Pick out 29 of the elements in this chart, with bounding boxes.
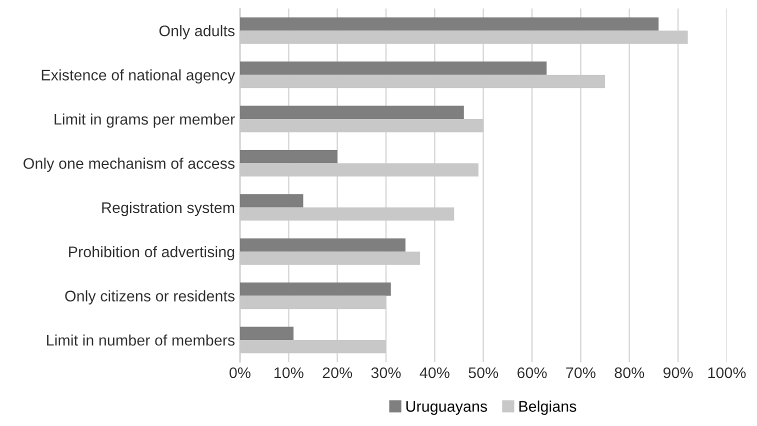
- x-tick-label: 40%: [420, 367, 450, 378]
- legend-label: Uruguayans: [406, 401, 488, 415]
- x-tick-label: 10%: [274, 367, 304, 378]
- x-tick-label: 30%: [371, 367, 401, 378]
- x-tick-label: 80%: [614, 367, 644, 378]
- y-tick-label: Limit in number of members: [47, 334, 235, 346]
- y-tick-label: Registration system: [102, 202, 234, 216]
- x-tick-label: 60%: [518, 367, 547, 378]
- x-tick-label: 20%: [322, 367, 352, 378]
- y-tick-label: Only adults: [159, 25, 235, 40]
- y-tick-label: Only one mechanism of access: [24, 158, 235, 172]
- y-tick-label: Only citizens or residents: [65, 290, 235, 305]
- bar: [240, 238, 406, 252]
- bar: [240, 150, 338, 164]
- bar: [240, 282, 391, 296]
- x-tick-label: 0%: [230, 367, 250, 378]
- x-tick-label: 50%: [468, 367, 498, 378]
- bar: [240, 106, 464, 120]
- bar: [240, 326, 294, 340]
- x-tick-label: 100%: [708, 367, 746, 378]
- y-tick-label: Existence of national agency: [42, 69, 236, 84]
- bar: [240, 17, 659, 31]
- bar: [240, 194, 304, 208]
- x-tick-label: 90%: [663, 367, 693, 378]
- legend-label: Belgians: [519, 400, 576, 415]
- bar: [240, 62, 547, 75]
- y-tick-label: Prohibition of advertising: [69, 246, 234, 260]
- y-tick-label: Limit in grams per member: [54, 113, 235, 128]
- x-tick-label: 70%: [566, 367, 596, 378]
